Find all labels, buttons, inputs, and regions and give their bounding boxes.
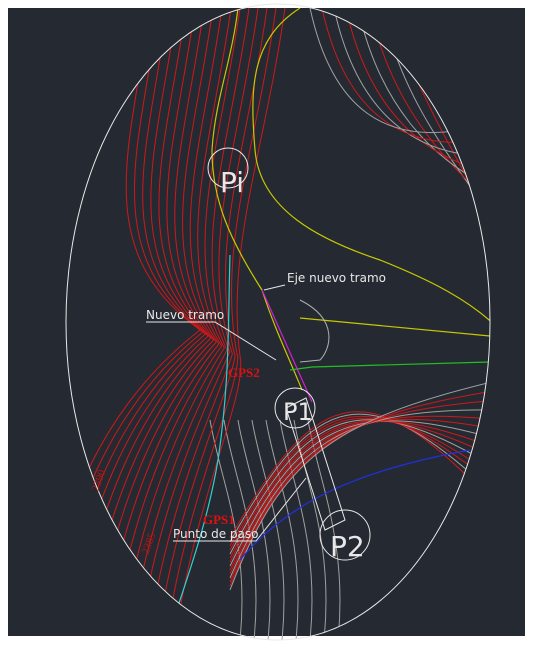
point-label: P2 bbox=[330, 530, 365, 563]
point-label: Pi bbox=[220, 166, 244, 199]
gps-label: GPS2 bbox=[228, 365, 260, 380]
label: Punto de paso bbox=[173, 527, 258, 541]
point-label: P1 bbox=[283, 398, 313, 426]
gps-label: GPS1 bbox=[203, 512, 235, 527]
cad-view: Pi Eje nuevo tramo Nuevo tramo GPS2 P1 G… bbox=[0, 0, 533, 648]
label: Nuevo tramo bbox=[146, 308, 224, 322]
canvas bbox=[8, 8, 525, 636]
label: Eje nuevo tramo bbox=[287, 271, 386, 285]
